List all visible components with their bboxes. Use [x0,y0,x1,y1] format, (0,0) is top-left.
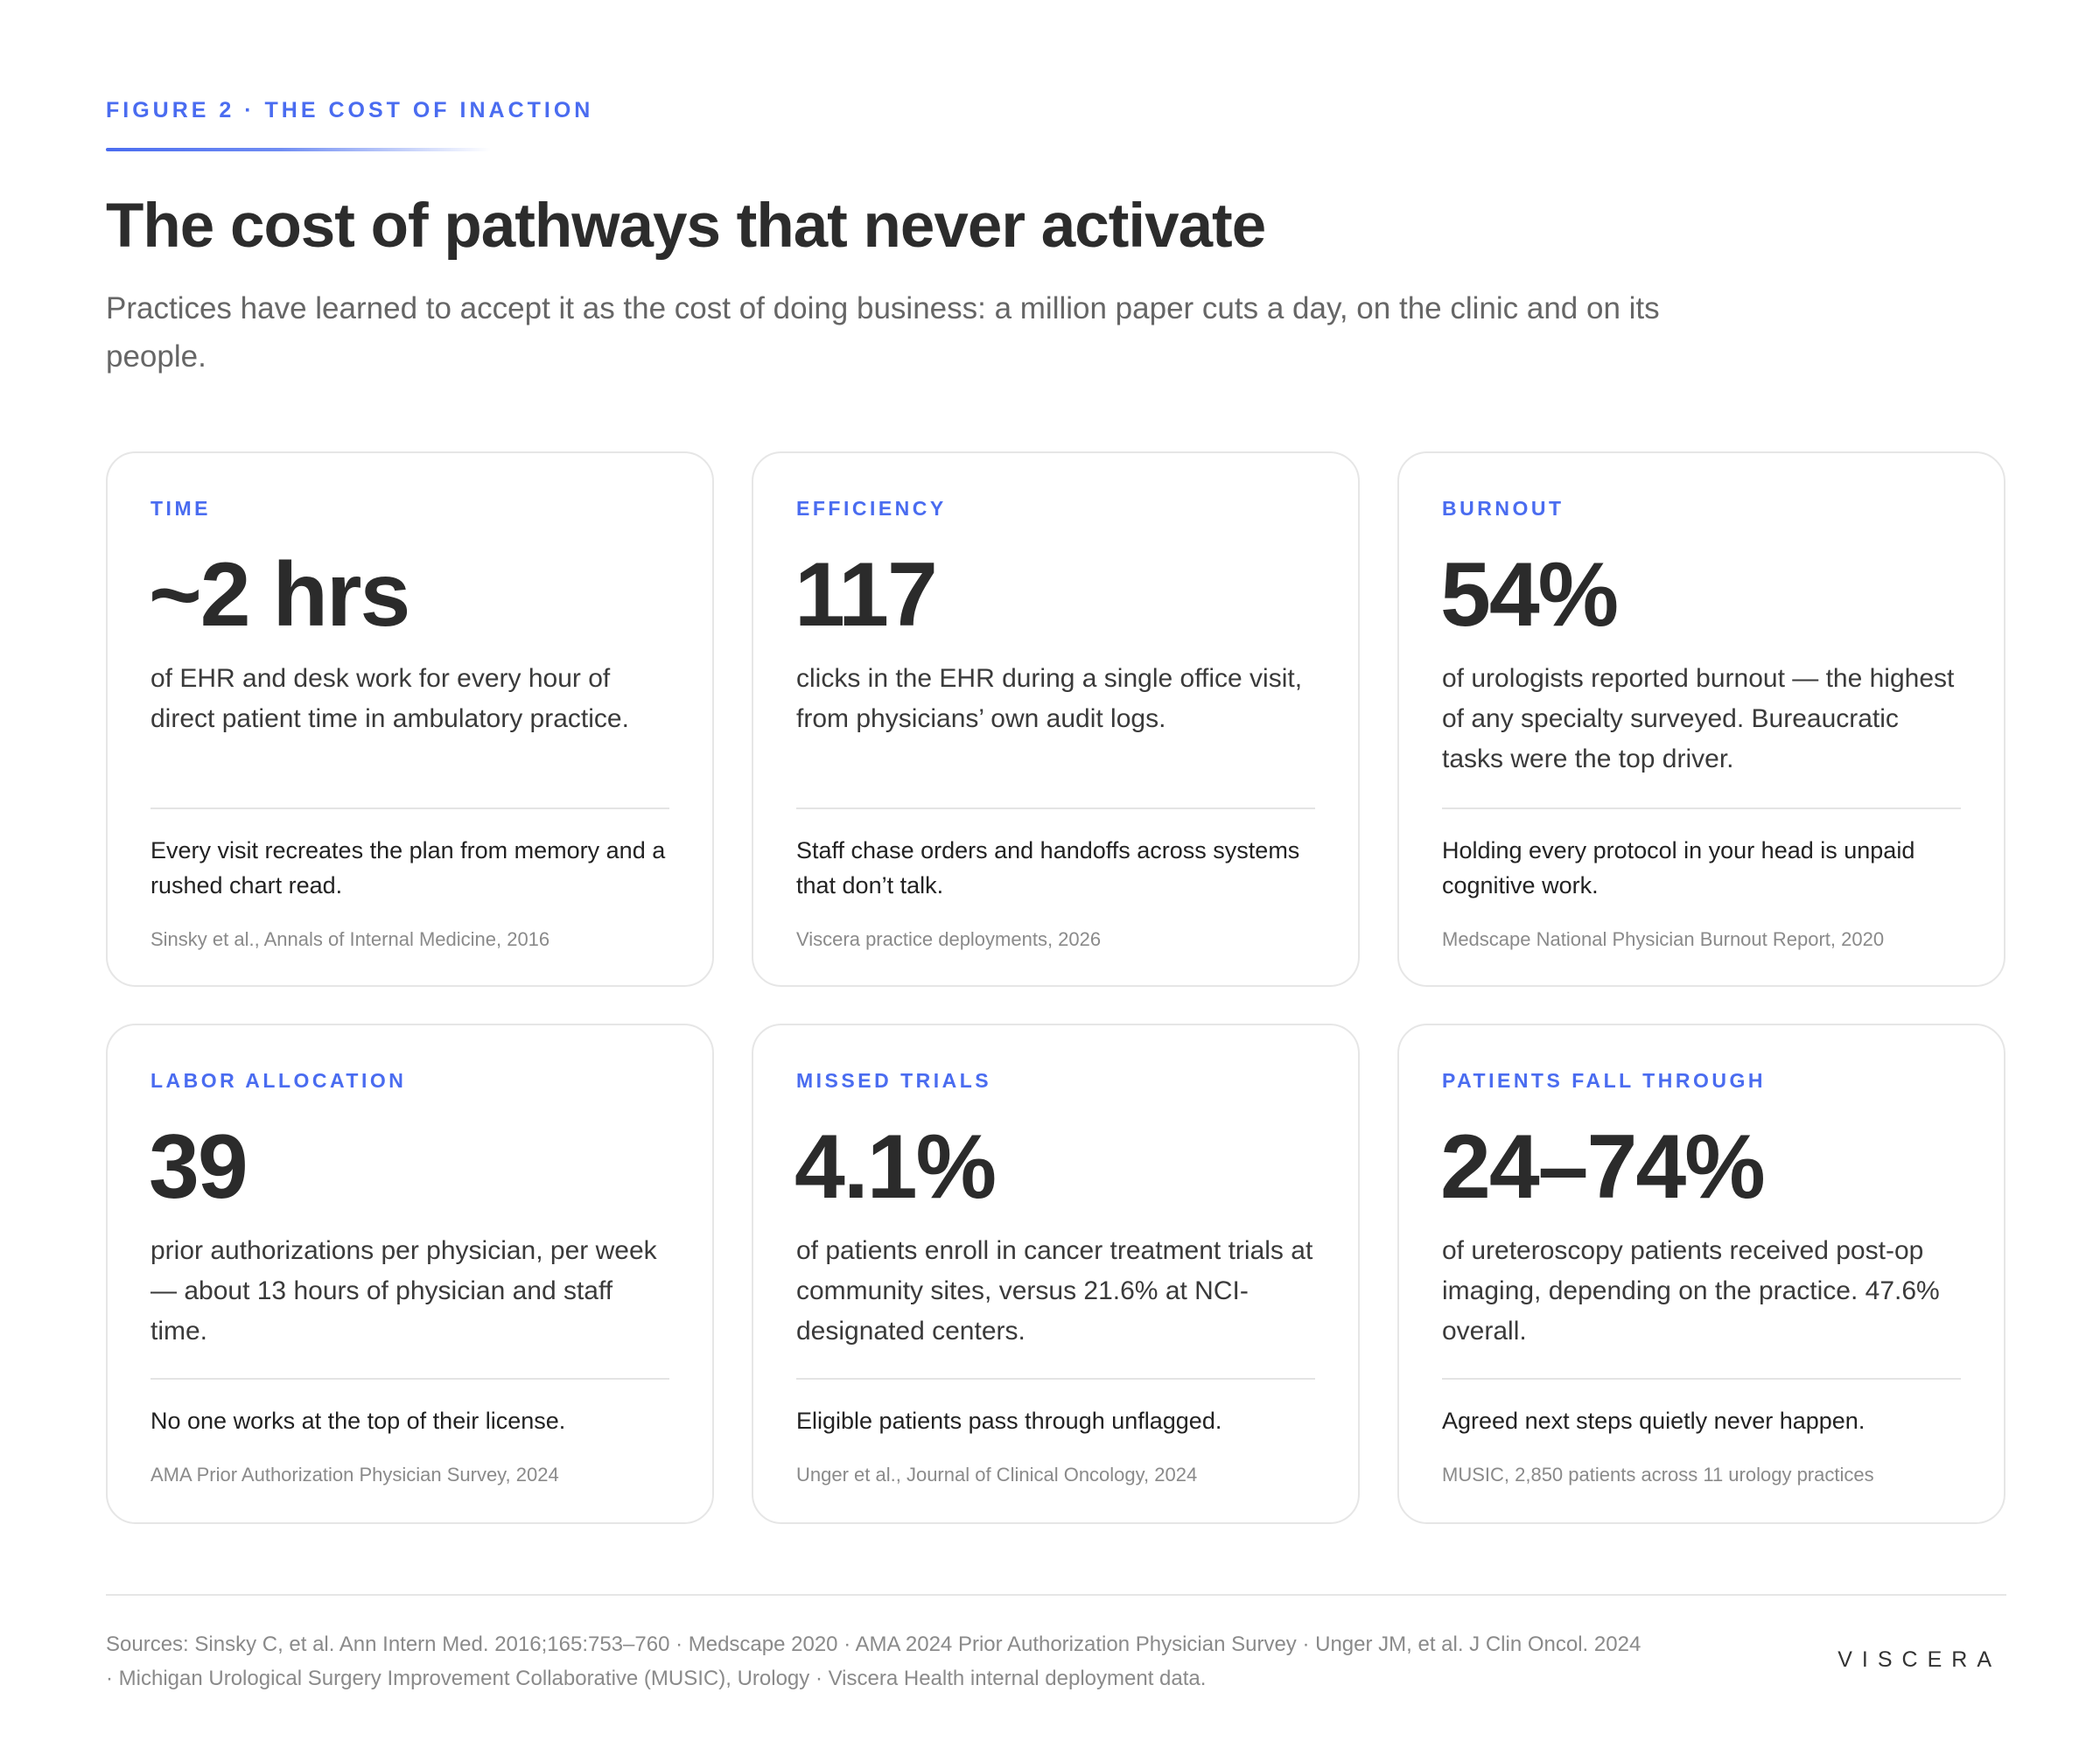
card-label: MISSED TRIALS [796,1069,992,1092]
card-source: Sinsky et al., Annals of Internal Medici… [150,928,550,950]
footer-sources: Sources: Sinsky C, et al. Ann Intern Med… [106,1633,1642,1690]
card-impact: Holding every protocol in your head is u… [1442,837,1915,898]
card-metric: ~2 hrs [149,544,410,646]
card-divider [796,808,1315,809]
card-description: of urologists reported burnout — the hig… [1442,664,1955,773]
card-label: BURNOUT [1442,497,1564,520]
card-source: Unger et al., Journal of Clinical Oncolo… [796,1464,1198,1486]
card-impact: Agreed next steps quietly never happen. [1442,1408,1866,1434]
card-metric: 39 [149,1116,248,1218]
card-label: PATIENTS FALL THROUGH [1442,1069,1766,1092]
card-divider [150,1378,669,1380]
stat-card-burnout: BURNOUT 54% of urologists reported burno… [1397,451,2006,987]
stat-card-missed-trials: MISSED TRIALS 4.1% of patients enroll in… [752,1024,1360,1524]
card-impact: No one works at the top of their license… [150,1408,566,1434]
card-metric: 24–74% [1440,1116,1766,1218]
footer-divider [106,1594,2006,1596]
card-metric: 54% [1440,544,1619,646]
card-description: of EHR and desk work for every hour of d… [150,664,629,733]
card-label: EFFICIENCY [796,497,947,520]
card-impact: Staff chase orders and handoffs across s… [796,837,1300,898]
card-label: LABOR ALLOCATION [150,1069,407,1092]
stat-card-grid: TIME ~2 hrs of EHR and desk work for eve… [106,451,2006,1524]
card-source: Viscera practice deployments, 2026 [796,928,1102,950]
card-source: AMA Prior Authorization Physician Survey… [150,1464,559,1486]
card-description: of patients enroll in cancer treatment t… [796,1236,1313,1346]
card-impact: Eligible patients pass through unflagged… [796,1408,1222,1434]
stat-card-labor-allocation: LABOR ALLOCATION 39 prior authorizations… [106,1024,714,1524]
stat-card-time: TIME ~2 hrs of EHR and desk work for eve… [106,451,714,987]
page-subtitle: Practices have learned to accept it as t… [106,291,1660,374]
card-metric: 117 [794,544,938,646]
stat-card-patients-fall-through: PATIENTS FALL THROUGH 24–74% of ureteros… [1397,1024,2006,1524]
card-impact: Every visit recreates the plan from memo… [150,837,666,898]
stat-card-efficiency: EFFICIENCY 117 clicks in the EHR during … [752,451,1360,987]
card-divider [1442,1378,1961,1380]
card-divider [796,1378,1315,1380]
figure-eyebrow: FIGURE 2 · THE COST OF INACTION [106,98,594,122]
card-label: TIME [150,497,211,520]
card-divider [1442,808,1961,809]
page-title: The cost of pathways that never activate [106,192,1266,261]
card-source: Medscape National Physician Burnout Repo… [1442,928,1885,950]
brand-wordmark: VISCERA [1838,1647,2001,1672]
card-description: of ureteroscopy patients received post-o… [1442,1236,1940,1346]
card-divider [150,808,669,809]
card-source: MUSIC, 2,850 patients across 11 urology … [1442,1464,1874,1486]
figure-page: FIGURE 2 · THE COST OF INACTION The cost… [106,0,2006,1755]
card-description: prior authorizations per physician, per … [150,1236,657,1346]
card-description: clicks in the EHR during a single office… [796,664,1303,733]
eyebrow-accent-rule [106,148,491,151]
card-metric: 4.1% [794,1116,997,1218]
